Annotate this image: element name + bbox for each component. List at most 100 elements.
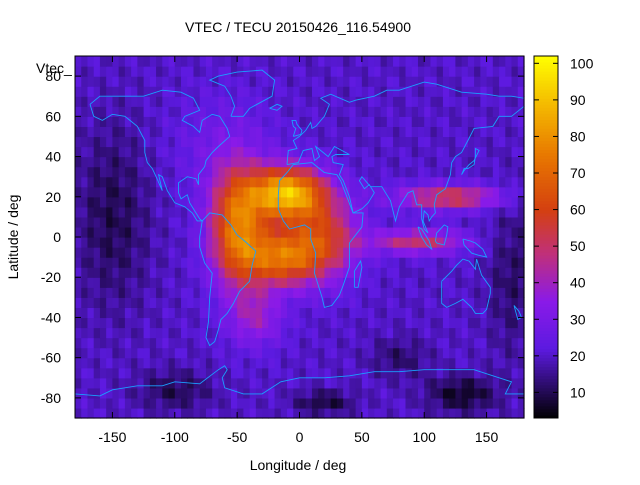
heat-cell xyxy=(318,126,326,138)
heat-cell xyxy=(230,96,238,107)
heat-cell xyxy=(287,196,294,208)
heat-cell xyxy=(355,136,363,148)
heat-cell xyxy=(112,367,120,379)
heat-cell xyxy=(249,297,257,308)
heat-cell xyxy=(380,156,388,168)
heat-cell xyxy=(442,206,450,218)
heat-cell xyxy=(349,106,357,117)
heat-cell xyxy=(411,257,419,268)
colorbar-segment xyxy=(534,288,558,292)
heat-cell xyxy=(293,206,301,218)
heat-cell xyxy=(449,226,457,238)
heat-cell xyxy=(118,96,126,107)
heat-cell xyxy=(87,86,95,97)
colorbar-segment xyxy=(534,155,558,160)
heat-cell xyxy=(430,226,438,238)
heat-cell xyxy=(299,317,307,329)
heat-cell xyxy=(156,206,163,218)
heat-cell xyxy=(274,277,282,288)
heat-cell xyxy=(224,96,232,107)
heat-cell xyxy=(93,146,101,158)
heat-cell xyxy=(442,186,450,198)
heat-cell xyxy=(336,277,344,288)
colorbar-segment xyxy=(534,188,558,193)
heat-cell xyxy=(93,367,101,379)
heat-cell xyxy=(168,337,176,349)
heat-cell xyxy=(106,166,114,178)
heat-cell xyxy=(224,397,232,409)
heat-cell xyxy=(393,237,400,248)
colorbar-segment xyxy=(534,200,558,205)
heat-cell xyxy=(405,347,413,359)
heat-cell xyxy=(474,327,481,339)
heat-cell xyxy=(486,176,494,188)
heat-cell xyxy=(442,337,450,349)
heat-cell xyxy=(492,156,500,168)
heat-cell xyxy=(424,357,432,369)
heat-cell xyxy=(517,387,525,399)
heat-cell xyxy=(461,196,469,208)
heat-cell xyxy=(349,327,357,339)
heat-cell xyxy=(374,126,382,138)
heat-cell xyxy=(424,206,432,218)
heat-cell xyxy=(511,56,519,67)
heat-cell xyxy=(305,257,313,268)
heat-cell xyxy=(455,327,463,339)
heat-cell xyxy=(81,347,89,359)
heat-cell xyxy=(461,136,469,148)
heat-cell xyxy=(455,387,463,399)
colorbar-segment xyxy=(534,56,558,60)
heat-cell xyxy=(174,247,182,258)
colorbar-segment xyxy=(534,363,558,368)
heat-cell xyxy=(162,407,170,419)
heat-cell xyxy=(355,357,363,369)
heat-cell xyxy=(299,337,307,349)
heat-cell xyxy=(505,126,513,138)
heat-cell xyxy=(461,66,469,77)
heat-cell xyxy=(417,347,425,359)
heat-cell xyxy=(374,287,382,298)
heat-cell xyxy=(224,257,232,268)
heat-cell xyxy=(287,237,294,248)
heat-cell xyxy=(461,287,469,298)
heat-cell xyxy=(280,176,288,188)
heat-cell xyxy=(492,206,500,218)
heat-cell xyxy=(143,66,151,77)
heat-cell xyxy=(336,146,344,158)
heat-cell xyxy=(205,86,213,97)
heat-cell xyxy=(75,317,82,329)
heat-cell xyxy=(87,176,95,188)
heat-cell xyxy=(430,196,438,208)
heat-cell xyxy=(262,267,269,278)
heat-cell xyxy=(449,327,457,339)
heat-cell xyxy=(461,337,469,349)
heat-cell xyxy=(99,347,107,359)
heat-cell xyxy=(517,86,525,97)
heat-cell xyxy=(193,206,201,218)
heat-cell xyxy=(424,186,432,198)
heat-cell xyxy=(492,247,500,258)
heat-cell xyxy=(181,407,188,419)
heat-cell xyxy=(193,226,201,238)
heat-cell xyxy=(99,176,107,188)
heat-cell xyxy=(287,397,294,409)
heat-cell xyxy=(274,397,282,409)
heat-cell xyxy=(305,216,313,228)
heat-cell xyxy=(411,317,419,329)
heat-cell xyxy=(386,267,394,278)
heat-cell xyxy=(480,186,488,198)
heat-cell xyxy=(237,367,244,379)
heat-cell xyxy=(124,367,132,379)
y-tick-label: 80 xyxy=(45,68,61,84)
heat-cell xyxy=(230,337,238,349)
heat-cell xyxy=(511,166,519,178)
heat-cell xyxy=(449,257,457,268)
heat-cell xyxy=(87,317,95,329)
heat-cell xyxy=(424,76,432,87)
heat-cell xyxy=(131,76,138,87)
heat-cell xyxy=(156,297,163,308)
colorbar-segment xyxy=(534,252,558,256)
heat-cell xyxy=(293,247,301,258)
colorbar-segment xyxy=(534,77,558,81)
heat-cell xyxy=(343,136,350,148)
